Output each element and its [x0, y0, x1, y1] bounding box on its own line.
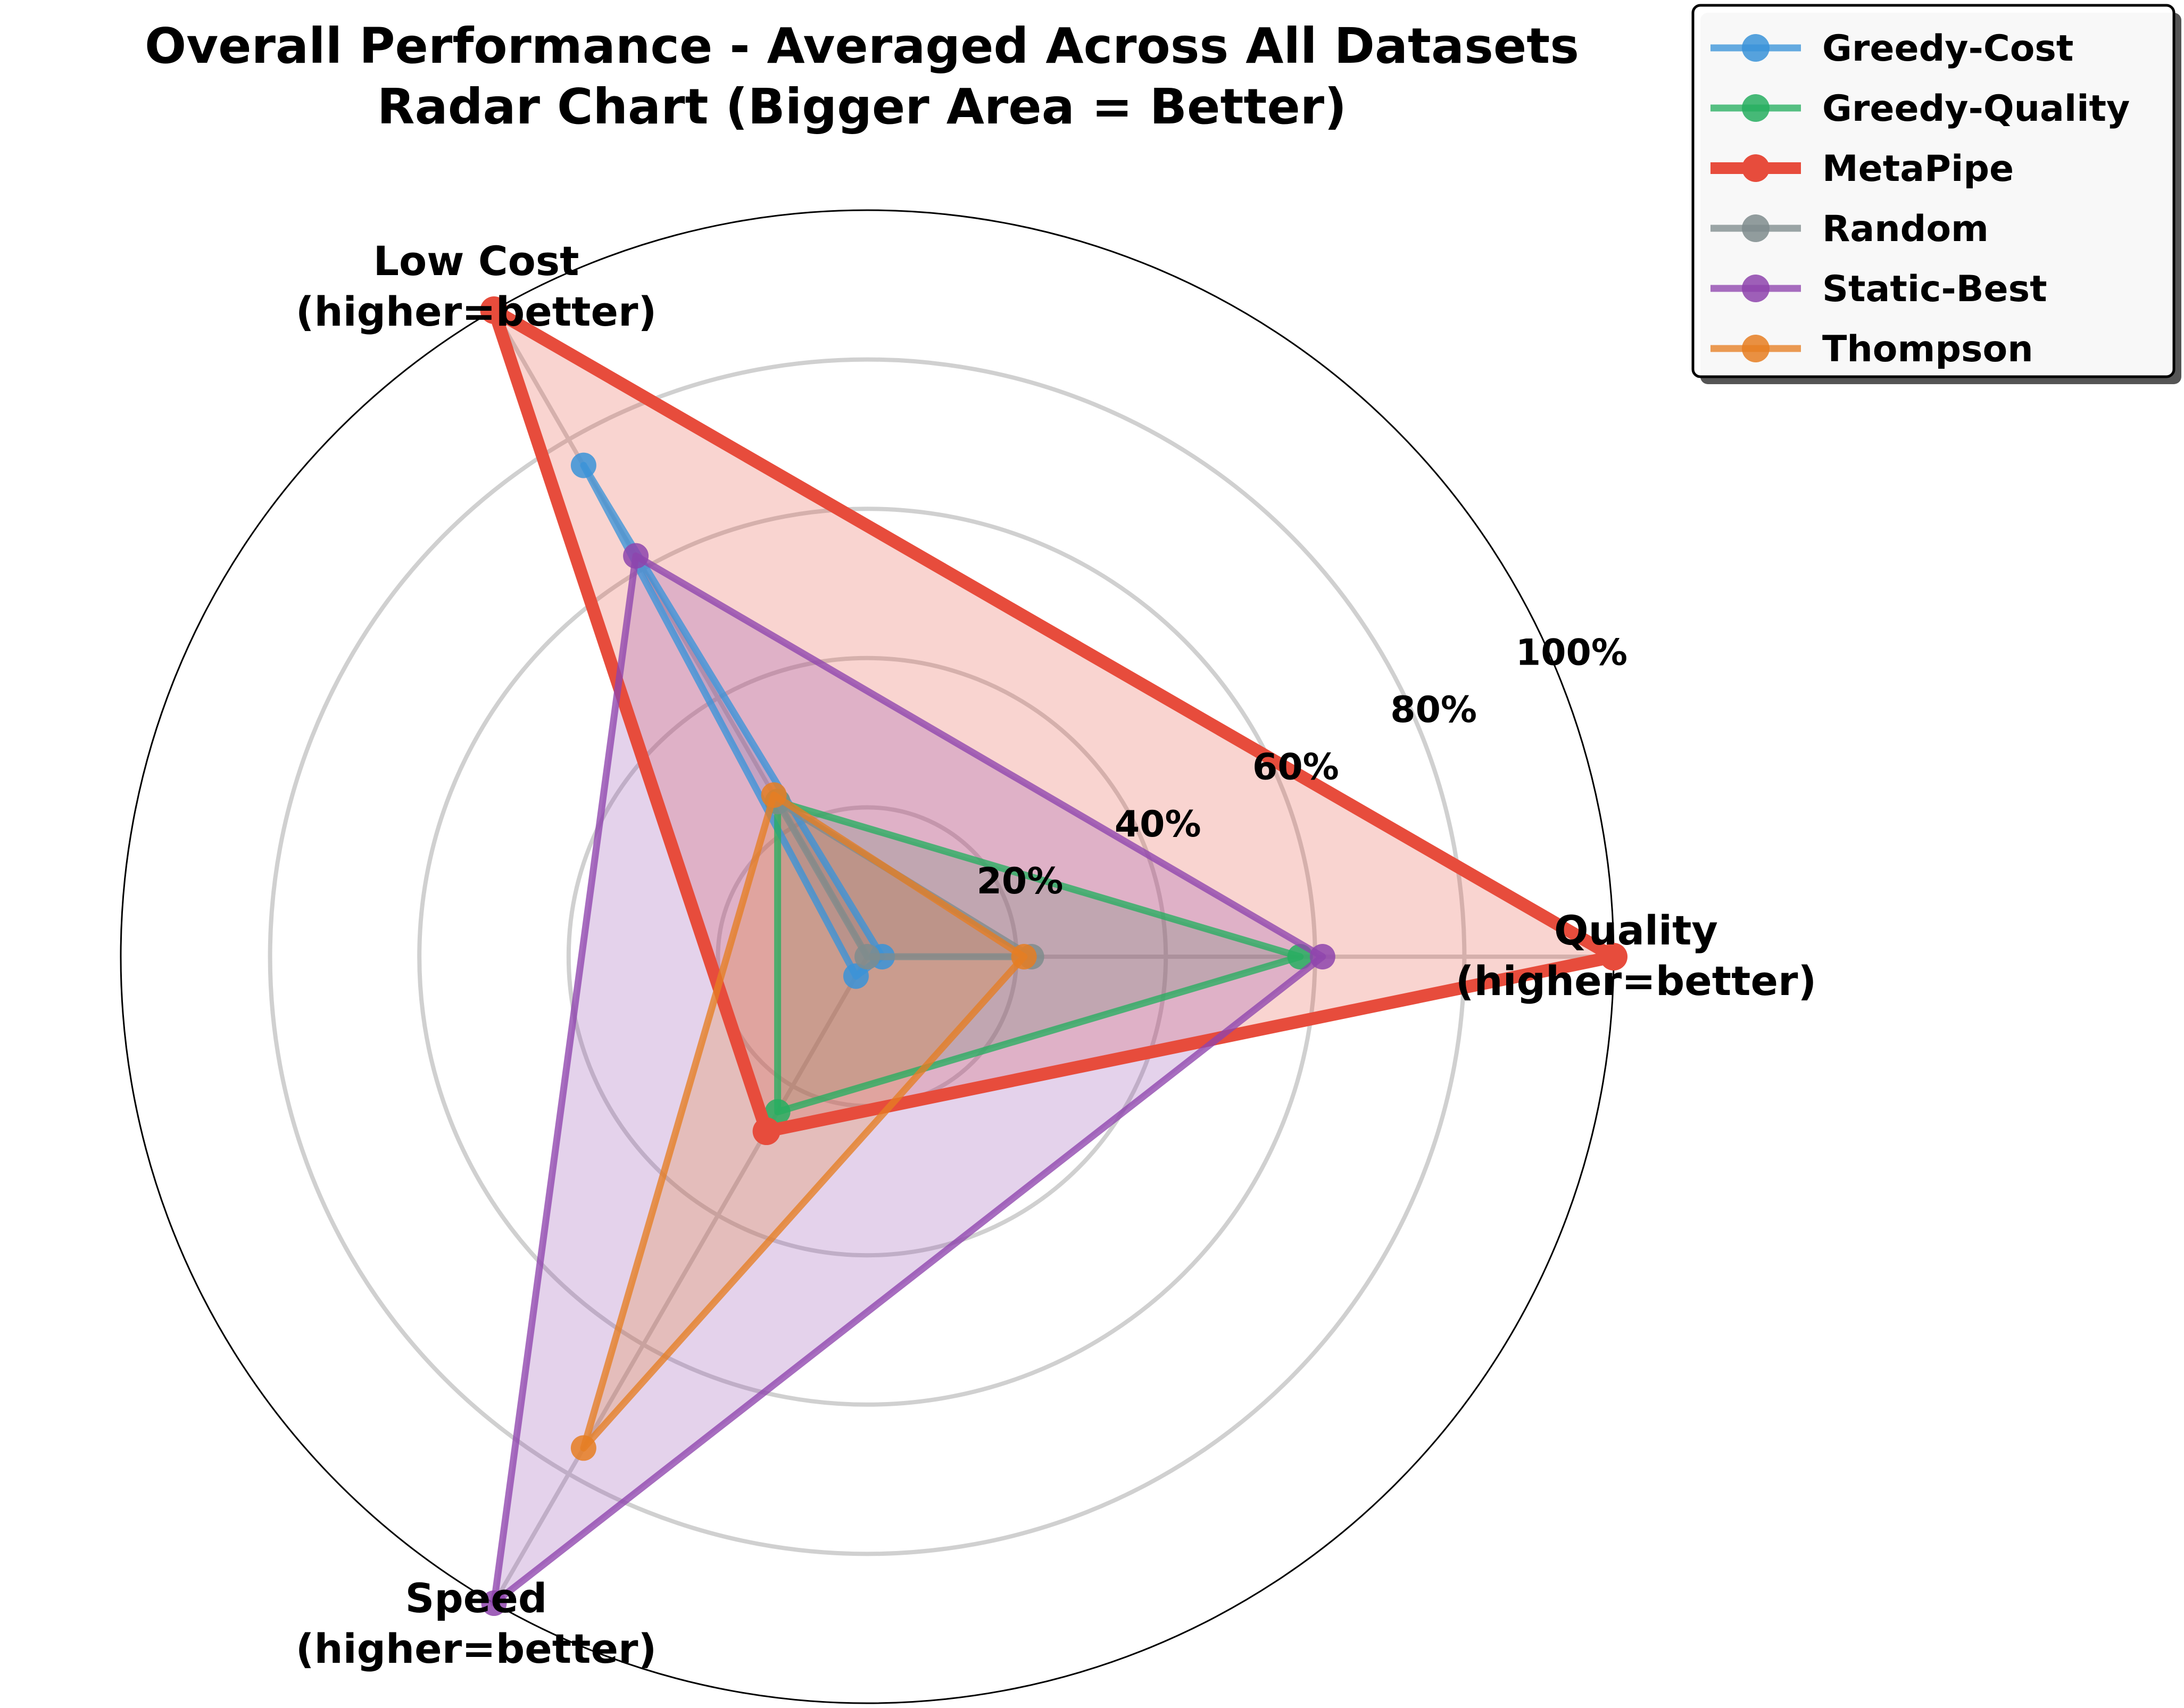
legend-swatch-marker	[1742, 154, 1770, 182]
axis-label-low-cost-name: Low Cost	[373, 237, 579, 285]
series-fill-static-best	[494, 555, 1323, 1603]
axis-label-quality-name: Quality	[1554, 907, 1718, 954]
legend-swatch-marker	[1742, 94, 1770, 122]
series-point-metapipe-0	[1600, 943, 1627, 971]
legend-swatch-marker	[1742, 34, 1770, 62]
series-point-static-best-2	[481, 1590, 507, 1616]
axis-label-quality: Quality (higher=better)	[1456, 907, 1816, 1005]
series-point-metapipe-1	[480, 296, 508, 324]
grid-spoke-2	[492, 956, 869, 1605]
legend-swatch-marker	[1742, 335, 1770, 362]
series-point-greedy-quality-2	[765, 1099, 791, 1125]
series-line-greedy-quality	[774, 798, 1304, 1116]
legend-label: Greedy-Cost	[1822, 28, 2073, 70]
axis-label-low-cost-note: (higher=better)	[296, 288, 657, 335]
legend-label: Static-Best	[1822, 268, 2047, 310]
series-line-thompson	[580, 791, 1028, 1452]
chart-title: Overall Performance - Averaged Across Al…	[145, 18, 1579, 74]
series-fill-metapipe	[494, 310, 1614, 1132]
legend-label: Random	[1822, 208, 1989, 250]
series-point-greedy-cost-2	[843, 963, 869, 989]
tick-label-80: 80%	[1390, 689, 1477, 731]
tick-label-100: 100%	[1516, 632, 1627, 674]
tick-label-40: 40%	[1115, 803, 1201, 845]
axis-label-speed-name: Speed	[405, 1574, 547, 1622]
legend-box	[1691, 4, 2175, 378]
legend-item-greedy-quality: Greedy-Quality	[1710, 88, 2130, 130]
series-lines	[480, 296, 1627, 1616]
legend-label: MetaPipe	[1822, 148, 2014, 190]
tick-label-60: 60%	[1252, 746, 1339, 788]
axis-label-speed-note: (higher=better)	[296, 1625, 657, 1672]
legend-item-metapipe: MetaPipe	[1710, 148, 2014, 190]
series-point-thompson-1	[761, 782, 787, 808]
series-line-static-best	[491, 552, 1326, 1607]
legend-swatch-marker	[1742, 275, 1770, 302]
series-point-thompson-2	[570, 1435, 596, 1461]
legend-swatch-marker	[1742, 214, 1770, 242]
radial-tick-labels: 20% 40% 60% 80% 100%	[977, 632, 1627, 903]
legend-item-random: Random	[1710, 208, 1989, 250]
chart-subtitle: Radar Chart (Bigger Area = Better)	[377, 78, 1347, 135]
legend-items: Greedy-Cost Greedy-Quality MetaPipe Random S…	[1710, 28, 2130, 370]
tick-label-20: 20%	[977, 860, 1064, 902]
series-line-metapipe	[487, 304, 1620, 1138]
series-fills	[494, 310, 1614, 1603]
series-point-random-2	[854, 944, 880, 969]
legend-label: Greedy-Quality	[1822, 88, 2130, 130]
axis-label-low-cost: Low Cost (higher=better)	[296, 237, 657, 335]
series-point-static-best-1	[623, 543, 649, 569]
series-point-greedy-cost-1	[570, 452, 596, 478]
legend: Greedy-Cost Greedy-Quality MetaPipe Random S…	[1691, 4, 2181, 384]
legend-item-greedy-cost: Greedy-Cost	[1710, 28, 2073, 70]
axis-label-quality-note: (higher=better)	[1456, 957, 1816, 1005]
legend-label: Thompson	[1822, 328, 2033, 370]
series-point-static-best-0	[1309, 944, 1335, 969]
legend-item-static-best: Static-Best	[1710, 268, 2047, 310]
series-point-thompson-0	[1011, 944, 1037, 969]
series-point-metapipe-2	[752, 1117, 780, 1146]
axis-label-speed: Speed (higher=better)	[296, 1574, 657, 1672]
legend-item-thompson: Thompson	[1710, 328, 2033, 370]
